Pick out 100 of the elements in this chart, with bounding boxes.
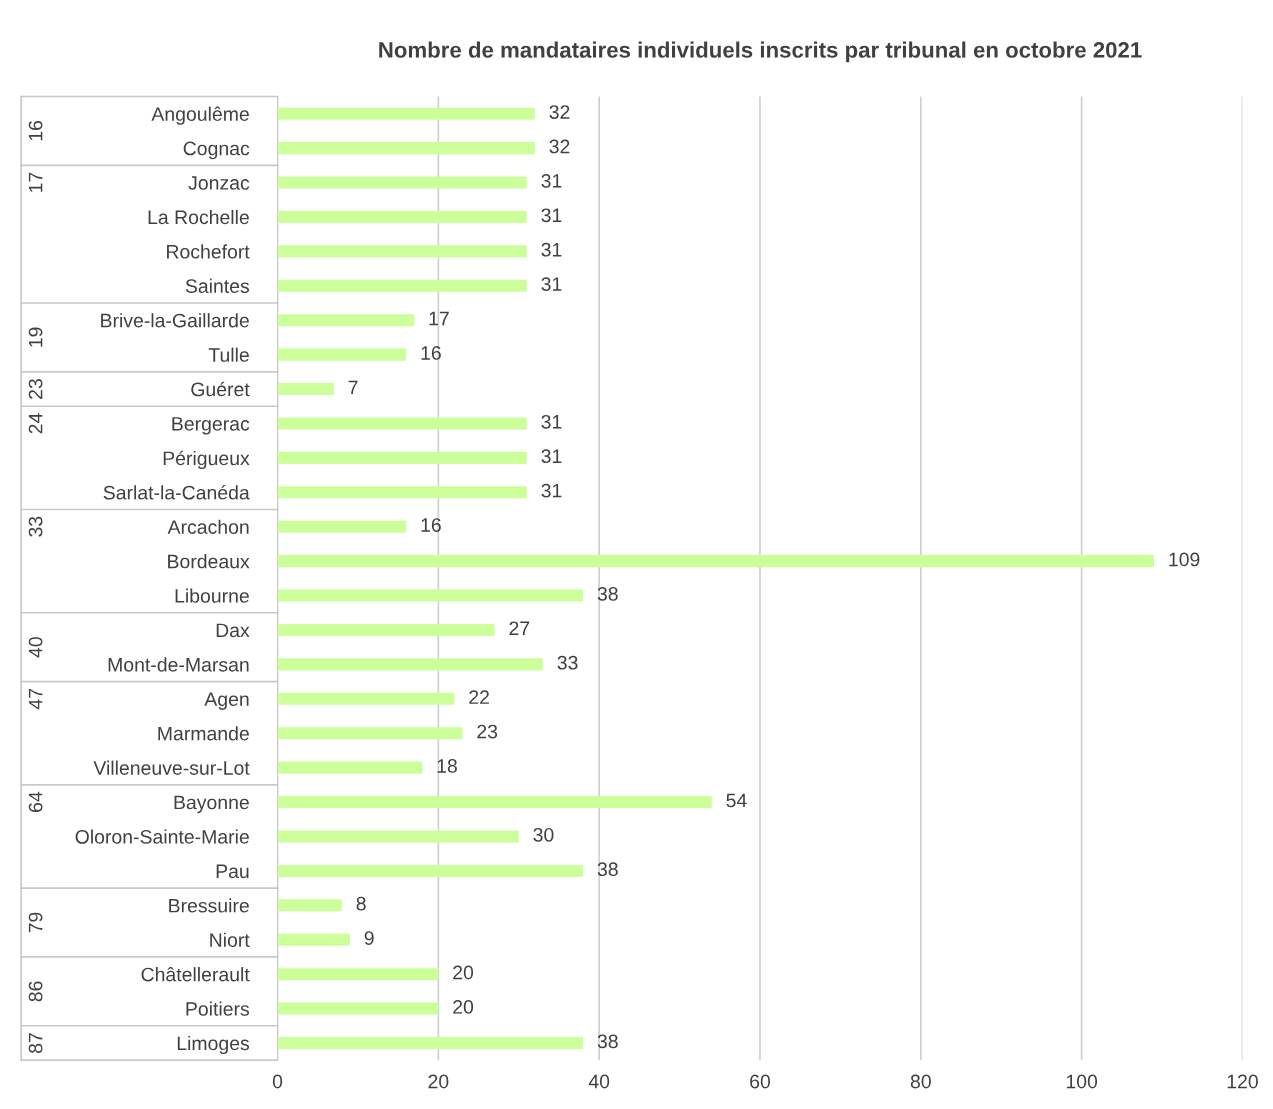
y2-tick-label: 24 xyxy=(28,413,43,434)
bar xyxy=(277,417,527,430)
data-label: 31 xyxy=(541,173,562,188)
y-tick-label: Mont-de-Marsan xyxy=(108,657,249,672)
y-tick-label: Périgueux xyxy=(163,450,250,470)
y-tick-label: Saintes xyxy=(185,278,250,294)
bar xyxy=(277,176,527,189)
y2-tick-label: 87 xyxy=(28,1033,43,1053)
y-tick-label: Villeneuve-sur-Lot xyxy=(93,760,250,775)
bar xyxy=(277,692,455,705)
x-tick-label: 20 xyxy=(428,1074,449,1089)
x-tick-label: 80 xyxy=(910,1074,931,1089)
y2-tick-label: 17 xyxy=(28,172,43,192)
data-label: 31 xyxy=(541,277,562,291)
data-label: 32 xyxy=(549,105,570,119)
x-tick-label: 120 xyxy=(1227,1074,1258,1089)
y-tick-label: Bressuire xyxy=(169,898,249,913)
data-label: 31 xyxy=(541,449,562,464)
bar xyxy=(277,658,543,671)
data-label: 20 xyxy=(453,965,474,980)
bar xyxy=(277,210,527,223)
data-label: 20 xyxy=(453,1000,474,1014)
data-label: 32 xyxy=(549,139,570,154)
bar xyxy=(277,486,527,499)
y-tick-label: Pau xyxy=(216,864,249,879)
data-label: 16 xyxy=(421,346,441,360)
y-tick-label: Limoges xyxy=(177,1035,250,1055)
data-label: 54 xyxy=(726,793,747,808)
bar xyxy=(277,796,712,809)
data-label: 17 xyxy=(429,311,449,326)
y2-tick-label: 16 xyxy=(28,120,43,141)
y-tick-label: Oloron-Sainte-Marie xyxy=(75,829,249,844)
data-label: 31 xyxy=(541,208,562,223)
x-tick-label: 60 xyxy=(750,1074,771,1089)
y-tick-label: Agen xyxy=(204,692,249,710)
y2-tick-label: 64 xyxy=(28,791,43,812)
y-tick-label: Guéret xyxy=(191,381,250,397)
data-label: 38 xyxy=(597,862,618,877)
data-label: 23 xyxy=(477,724,498,739)
bar xyxy=(277,314,415,327)
y-tick-label: Bayonne xyxy=(174,795,249,814)
bar xyxy=(277,1002,439,1015)
bar xyxy=(277,968,439,981)
y-tick-label: Jonzac xyxy=(188,176,250,190)
data-label: 31 xyxy=(541,242,562,257)
bar xyxy=(277,864,584,877)
bar xyxy=(277,555,1154,568)
data-label: 31 xyxy=(541,483,562,498)
bar xyxy=(277,520,407,533)
y-tick-label: Cognac xyxy=(183,141,250,160)
bar xyxy=(277,245,527,258)
bar xyxy=(277,933,350,946)
y2-tick-label: 47 xyxy=(28,688,43,710)
y-tick-label: Poitiers xyxy=(186,1001,250,1016)
x-tick-label: 100 xyxy=(1066,1074,1098,1089)
bar xyxy=(277,623,495,636)
bar xyxy=(277,451,527,464)
y-tick-label: La Rochelle xyxy=(148,209,249,225)
y2-tick-label: 23 xyxy=(28,379,43,399)
y-tick-label: Bergerac xyxy=(172,417,250,435)
y-tick-label: Brive-la-Gaillarde xyxy=(101,313,249,328)
data-label: 18 xyxy=(437,759,457,773)
bar xyxy=(277,761,423,774)
chart-title: Nombre de mandataires individuels inscrits par tribunal en octobre 2021 xyxy=(379,41,1142,63)
bar xyxy=(277,1036,584,1050)
data-label: 8 xyxy=(356,896,366,911)
x-tick-label: 40 xyxy=(588,1074,610,1089)
data-label: 31 xyxy=(541,414,562,429)
data-label: 30 xyxy=(533,827,554,842)
bar xyxy=(277,107,535,120)
data-label: 38 xyxy=(597,1034,618,1049)
data-label: 38 xyxy=(597,587,618,601)
bar xyxy=(277,142,535,155)
y-tick-label: Arcachon xyxy=(167,519,249,534)
y2-tick-label: 86 xyxy=(28,981,43,1002)
data-label: 109 xyxy=(1169,552,1200,567)
y2-tick-label: 19 xyxy=(28,327,43,347)
y-tick-label: Marmande xyxy=(158,726,249,741)
data-label: 27 xyxy=(509,621,530,635)
y-tick-label: Bordeaux xyxy=(168,554,250,569)
y2-tick-label: 33 xyxy=(28,516,43,537)
y-tick-label: Angoulême xyxy=(151,106,249,125)
bar xyxy=(277,830,519,843)
y-tick-label: Sarlat-la-Canéda xyxy=(103,485,250,500)
data-label: 9 xyxy=(364,931,374,945)
data-label: 7 xyxy=(348,380,358,395)
y2-tick-label: 40 xyxy=(28,637,43,658)
y2-tick-label: 79 xyxy=(28,912,43,933)
bar xyxy=(277,899,342,912)
bar xyxy=(277,279,527,292)
y-tick-label: Dax xyxy=(216,623,250,638)
bar xyxy=(277,589,584,602)
data-label: 16 xyxy=(421,518,441,532)
bar xyxy=(277,727,463,740)
y-tick-label: Niort xyxy=(210,932,250,947)
y-tick-label: Tulle xyxy=(208,347,249,362)
y-tick-label: Châtellerault xyxy=(141,967,250,982)
bar xyxy=(277,348,407,361)
bar xyxy=(277,383,334,396)
data-label: 33 xyxy=(557,655,578,670)
